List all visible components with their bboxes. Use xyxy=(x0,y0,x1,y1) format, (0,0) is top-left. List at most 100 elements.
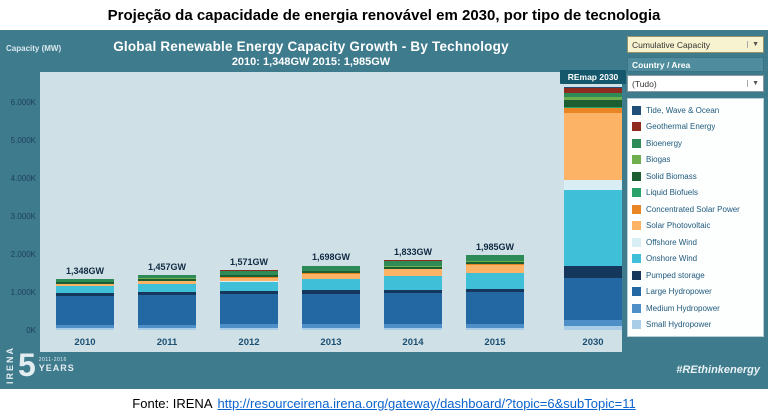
legend-item-offshore-wind[interactable]: Offshore Wind xyxy=(628,234,763,251)
legend-item-biogas[interactable]: Biogas xyxy=(628,152,763,169)
bar-segment-small-hydropower[interactable] xyxy=(384,328,442,330)
bar-segment-small-hydropower[interactable] xyxy=(466,328,524,330)
bar-2013 xyxy=(302,265,360,330)
x-tick-label: 2015 xyxy=(484,337,506,348)
bar-segment-pumped-storage[interactable] xyxy=(466,288,524,293)
bar-segment-large-hydropower[interactable] xyxy=(466,292,524,325)
source-footer: Fonte: IRENA http://resourceirena.irena.… xyxy=(0,389,768,418)
bar-segment-medium-hydropower[interactable] xyxy=(302,324,360,329)
bar-segment-onshore-wind[interactable] xyxy=(302,279,360,291)
bar-segment-offshore-wind[interactable] xyxy=(564,179,622,191)
bar-segment-bioenergy[interactable] xyxy=(384,260,442,267)
bar-segment-bioenergy[interactable] xyxy=(302,266,360,271)
bar-segment-solid-biomass[interactable] xyxy=(564,99,622,108)
bar-2015 xyxy=(466,254,524,330)
bar-segment-solid-biomass[interactable] xyxy=(466,261,524,265)
bar-segment-liquid-biofuels[interactable] xyxy=(564,107,622,109)
bar-segment-solar-photovoltaic[interactable] xyxy=(56,284,114,286)
bar-segment-medium-hydropower[interactable] xyxy=(138,324,196,329)
bar-segment-medium-hydropower[interactable] xyxy=(564,320,622,327)
country-filter-dropdown[interactable]: (Tudo) ▼ xyxy=(627,75,764,92)
bar-segment-medium-hydropower[interactable] xyxy=(384,324,442,329)
bar-segment-bioenergy[interactable] xyxy=(466,255,524,262)
bar-segment-pumped-storage[interactable] xyxy=(220,291,278,295)
bar-segment-large-hydropower[interactable] xyxy=(564,278,622,321)
country-area-label: Country / Area xyxy=(632,59,691,70)
legend-item-liquid-biofuels[interactable]: Liquid Biofuels xyxy=(628,185,763,202)
bar-segment-pumped-storage[interactable] xyxy=(302,290,360,294)
bar-segment-large-hydropower[interactable] xyxy=(384,293,442,325)
bar-total-label: 1,348GW xyxy=(65,265,105,276)
legend-label: Liquid Biofuels xyxy=(646,188,699,198)
bar-segment-onshore-wind[interactable] xyxy=(466,273,524,289)
legend-item-geothermal-energy[interactable]: Geothermal Energy xyxy=(628,119,763,136)
bar-segment-onshore-wind[interactable] xyxy=(56,286,114,293)
bar-segment-solar-photovoltaic[interactable] xyxy=(384,269,442,277)
source-link[interactable]: http://resourceirena.irena.org/gateway/d… xyxy=(217,396,636,411)
legend-item-bioenergy[interactable]: Bioenergy xyxy=(628,135,763,152)
bar-segment-medium-hydropower[interactable] xyxy=(466,324,524,329)
bar-total-label: 1,985GW xyxy=(475,241,515,252)
bar-segment-pumped-storage[interactable] xyxy=(56,292,114,296)
bar-segment-solar-photovoltaic[interactable] xyxy=(302,273,360,279)
bar-segment-solar-photovoltaic[interactable] xyxy=(564,112,622,180)
bar-segment-tide-wave-ocean[interactable] xyxy=(564,86,622,89)
bar-segment-solid-biomass[interactable] xyxy=(138,278,196,281)
bar-segment-solar-photovoltaic[interactable] xyxy=(138,281,196,284)
y-tick-label: 3.000K xyxy=(10,212,36,221)
bar-segment-bioenergy[interactable] xyxy=(564,93,622,98)
legend-item-concentrated-solar-power[interactable]: Concentrated Solar Power xyxy=(628,201,763,218)
legend-item-medium-hydropower[interactable]: Medium Hydropower xyxy=(628,300,763,317)
bar-segment-solid-biomass[interactable] xyxy=(302,270,360,274)
bar-segment-onshore-wind[interactable] xyxy=(220,281,278,292)
legend-swatch xyxy=(632,188,641,198)
legend-item-pumped-storage[interactable]: Pumped storage xyxy=(628,267,763,284)
legend-item-small-hydropower[interactable]: Small Hydropower xyxy=(628,317,763,334)
legend-item-solar-photovoltaic[interactable]: Solar Photovoltaic xyxy=(628,218,763,235)
hashtag-text: #REthinkenergy xyxy=(676,364,760,376)
bar-segment-biogas[interactable] xyxy=(564,97,622,100)
bar-segment-large-hydropower[interactable] xyxy=(56,295,114,325)
bar-segment-bioenergy[interactable] xyxy=(138,275,196,279)
legend-item-onshore-wind[interactable]: Onshore Wind xyxy=(628,251,763,268)
x-tick-label: 2013 xyxy=(320,337,342,348)
bar-total-label: 1,571GW xyxy=(229,257,269,268)
source-label: Fonte: IRENA xyxy=(132,396,213,411)
bar-segment-solar-photovoltaic[interactable] xyxy=(466,264,524,273)
bar-segment-medium-hydropower[interactable] xyxy=(56,324,114,329)
bar-segment-biogas[interactable] xyxy=(466,261,524,262)
measure-dropdown[interactable]: Cumulative Capacity ▼ xyxy=(627,36,764,53)
bar-2011 xyxy=(138,274,196,330)
legend-item-large-hydropower[interactable]: Large Hydropower xyxy=(628,284,763,301)
bar-segment-small-hydropower[interactable] xyxy=(138,328,196,330)
bar-segment-solid-biomass[interactable] xyxy=(384,266,442,270)
bar-segment-large-hydropower[interactable] xyxy=(138,295,196,325)
bar-segment-solid-biomass[interactable] xyxy=(56,282,114,285)
bar-segment-bioenergy[interactable] xyxy=(220,270,278,275)
bar-segment-bioenergy[interactable] xyxy=(56,279,114,282)
bar-segment-geothermal-energy[interactable] xyxy=(564,88,622,94)
chevron-down-icon: ▼ xyxy=(747,80,759,87)
bar-segment-small-hydropower[interactable] xyxy=(56,328,114,330)
bar-segment-small-hydropower[interactable] xyxy=(302,328,360,330)
legend-item-solid-biomass[interactable]: Solid Biomass xyxy=(628,168,763,185)
bar-total-label: 1,457GW xyxy=(147,261,187,272)
bar-segment-medium-hydropower[interactable] xyxy=(220,324,278,329)
bar-segment-small-hydropower[interactable] xyxy=(220,328,278,330)
x-tick-label: 2010 xyxy=(74,337,96,348)
bar-segment-solid-biomass[interactable] xyxy=(220,275,278,278)
irena-logo: IRENA 5 2011-2016 YEARS xyxy=(5,344,75,386)
bar-segment-concentrated-solar-power[interactable] xyxy=(564,108,622,113)
bar-segment-pumped-storage[interactable] xyxy=(138,292,196,296)
bar-segment-large-hydropower[interactable] xyxy=(302,293,360,325)
bar-segment-solar-photovoltaic[interactable] xyxy=(220,277,278,282)
legend-item-tide-wave-ocean[interactable]: Tide, Wave & Ocean xyxy=(628,102,763,119)
bar-segment-small-hydropower[interactable] xyxy=(564,326,622,330)
bar-segment-onshore-wind[interactable] xyxy=(138,283,196,293)
bar-segment-large-hydropower[interactable] xyxy=(220,294,278,325)
bar-segment-pumped-storage[interactable] xyxy=(384,289,442,294)
bar-segment-pumped-storage[interactable] xyxy=(564,265,622,279)
bar-segment-onshore-wind[interactable] xyxy=(384,276,442,290)
measure-dropdown-label: Cumulative Capacity xyxy=(632,39,710,50)
bar-segment-onshore-wind[interactable] xyxy=(564,190,622,266)
